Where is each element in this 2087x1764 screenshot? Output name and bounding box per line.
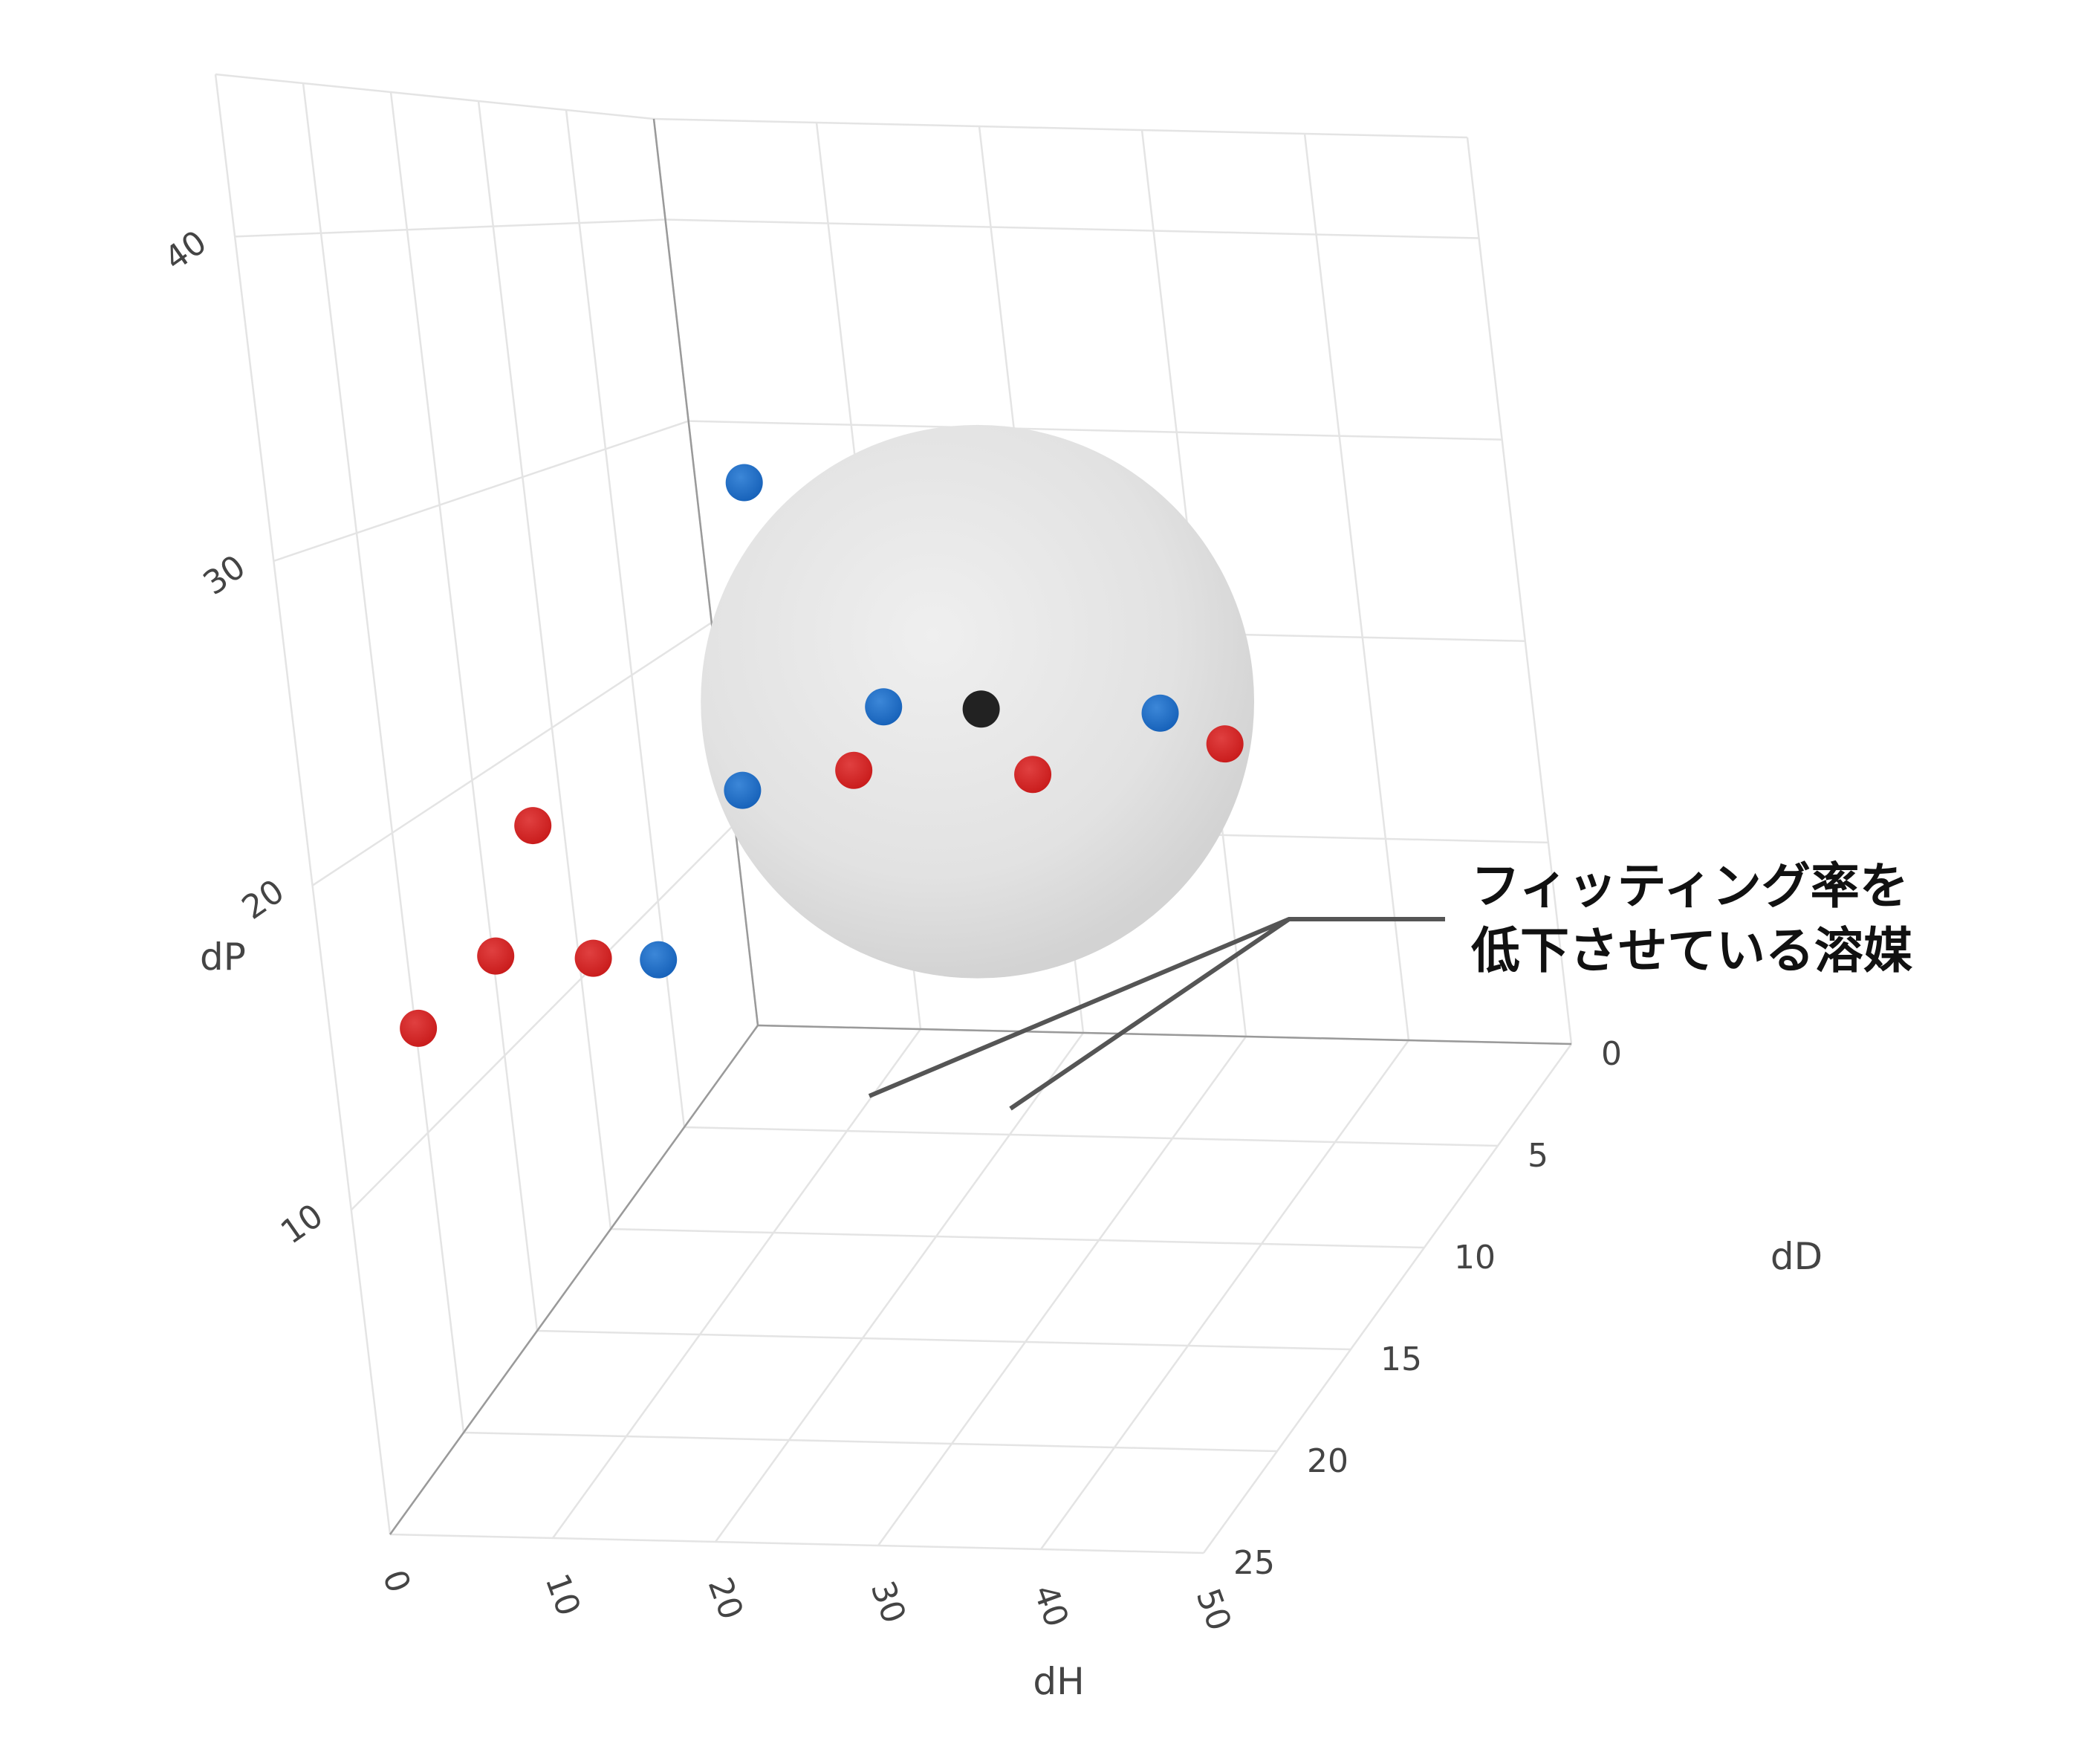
point-outside: [400, 1009, 438, 1047]
point-center: [962, 690, 1000, 728]
grid-left-dD: [214, 74, 392, 1535]
grid-floor-dD: [610, 1228, 1425, 1249]
z-tick-label: 30: [197, 548, 253, 603]
data-points: [400, 464, 1244, 1047]
point-outside: [574, 939, 612, 977]
grid-left-dD: [302, 82, 465, 1433]
grid-back-dP: [653, 117, 1468, 139]
x-tick-label: 0: [375, 1565, 418, 1598]
grid-left-dP: [235, 218, 666, 238]
grid-floor-dD: [463, 1431, 1278, 1453]
grid-left-dD: [477, 100, 612, 1230]
grid-back-dH: [1303, 133, 1410, 1041]
z-tick-label: 40: [158, 224, 213, 279]
y-tick-label: 15: [1380, 1340, 1422, 1378]
point-outside: [477, 937, 515, 975]
axis-layer: [389, 118, 1572, 1535]
point-inside: [724, 771, 762, 809]
y-tick-label: 25: [1233, 1544, 1275, 1582]
grid-left-dD: [389, 91, 539, 1332]
x-tick-label: 30: [863, 1576, 913, 1628]
grid-floor-dD: [684, 1126, 1499, 1147]
x-axis-label: dH: [1033, 1660, 1084, 1703]
z-axis-label: dP: [200, 935, 246, 979]
zero-line-dD: [389, 1025, 759, 1535]
z-tick-label: 10: [274, 1197, 330, 1252]
x-tick-label: 50: [1189, 1583, 1239, 1635]
point-outside: [835, 751, 873, 789]
grid-floor-dD: [536, 1329, 1351, 1351]
point-inside: [725, 464, 763, 502]
grid-left-dP: [215, 73, 655, 120]
grid-floor-dH: [714, 1032, 1085, 1543]
zero-line-dP: [652, 118, 759, 1026]
annotation-leader-2: [1009, 917, 1291, 1111]
grid-floor-dH: [1202, 1043, 1573, 1554]
grid-floor-dH: [1039, 1040, 1410, 1550]
point-outside: [1014, 756, 1052, 794]
point-inside: [865, 688, 903, 726]
y-axis-label: dD: [1770, 1235, 1823, 1278]
grid-floor-dD: [389, 1533, 1204, 1554]
y-tick-label: 0: [1601, 1035, 1622, 1073]
point-outside: [1206, 725, 1244, 763]
grid-left-dP: [350, 823, 736, 1211]
x-tick-label: 40: [1026, 1580, 1076, 1632]
annotation: フィッティング率を 低下させている溶媒: [868, 857, 1913, 1111]
grid-floor-dH: [877, 1036, 1247, 1546]
grid-left-dP: [311, 621, 713, 886]
y-tick-label: 5: [1528, 1137, 1548, 1175]
x-tick-label: 20: [701, 1572, 750, 1624]
grid-back-dH: [1466, 137, 1573, 1045]
y-tick-label: 10: [1454, 1239, 1496, 1277]
annotation-line-2: 低下させている溶媒: [1471, 922, 1913, 979]
annotation-line-1: フィッティング率を: [1471, 857, 1909, 915]
grid-floor-dH: [551, 1028, 922, 1539]
point-outside: [514, 807, 552, 845]
grid-back-dP: [688, 420, 1502, 441]
point-inside: [1141, 694, 1179, 732]
zero-line-dH: [757, 1024, 1572, 1045]
y-tick-label: 20: [1307, 1442, 1348, 1480]
grid-left-dP: [273, 420, 689, 562]
point-inside: [640, 941, 678, 979]
z-tick-label: 20: [236, 872, 291, 927]
x-tick-label: 10: [538, 1569, 588, 1621]
grid-back-dP: [665, 218, 1479, 239]
